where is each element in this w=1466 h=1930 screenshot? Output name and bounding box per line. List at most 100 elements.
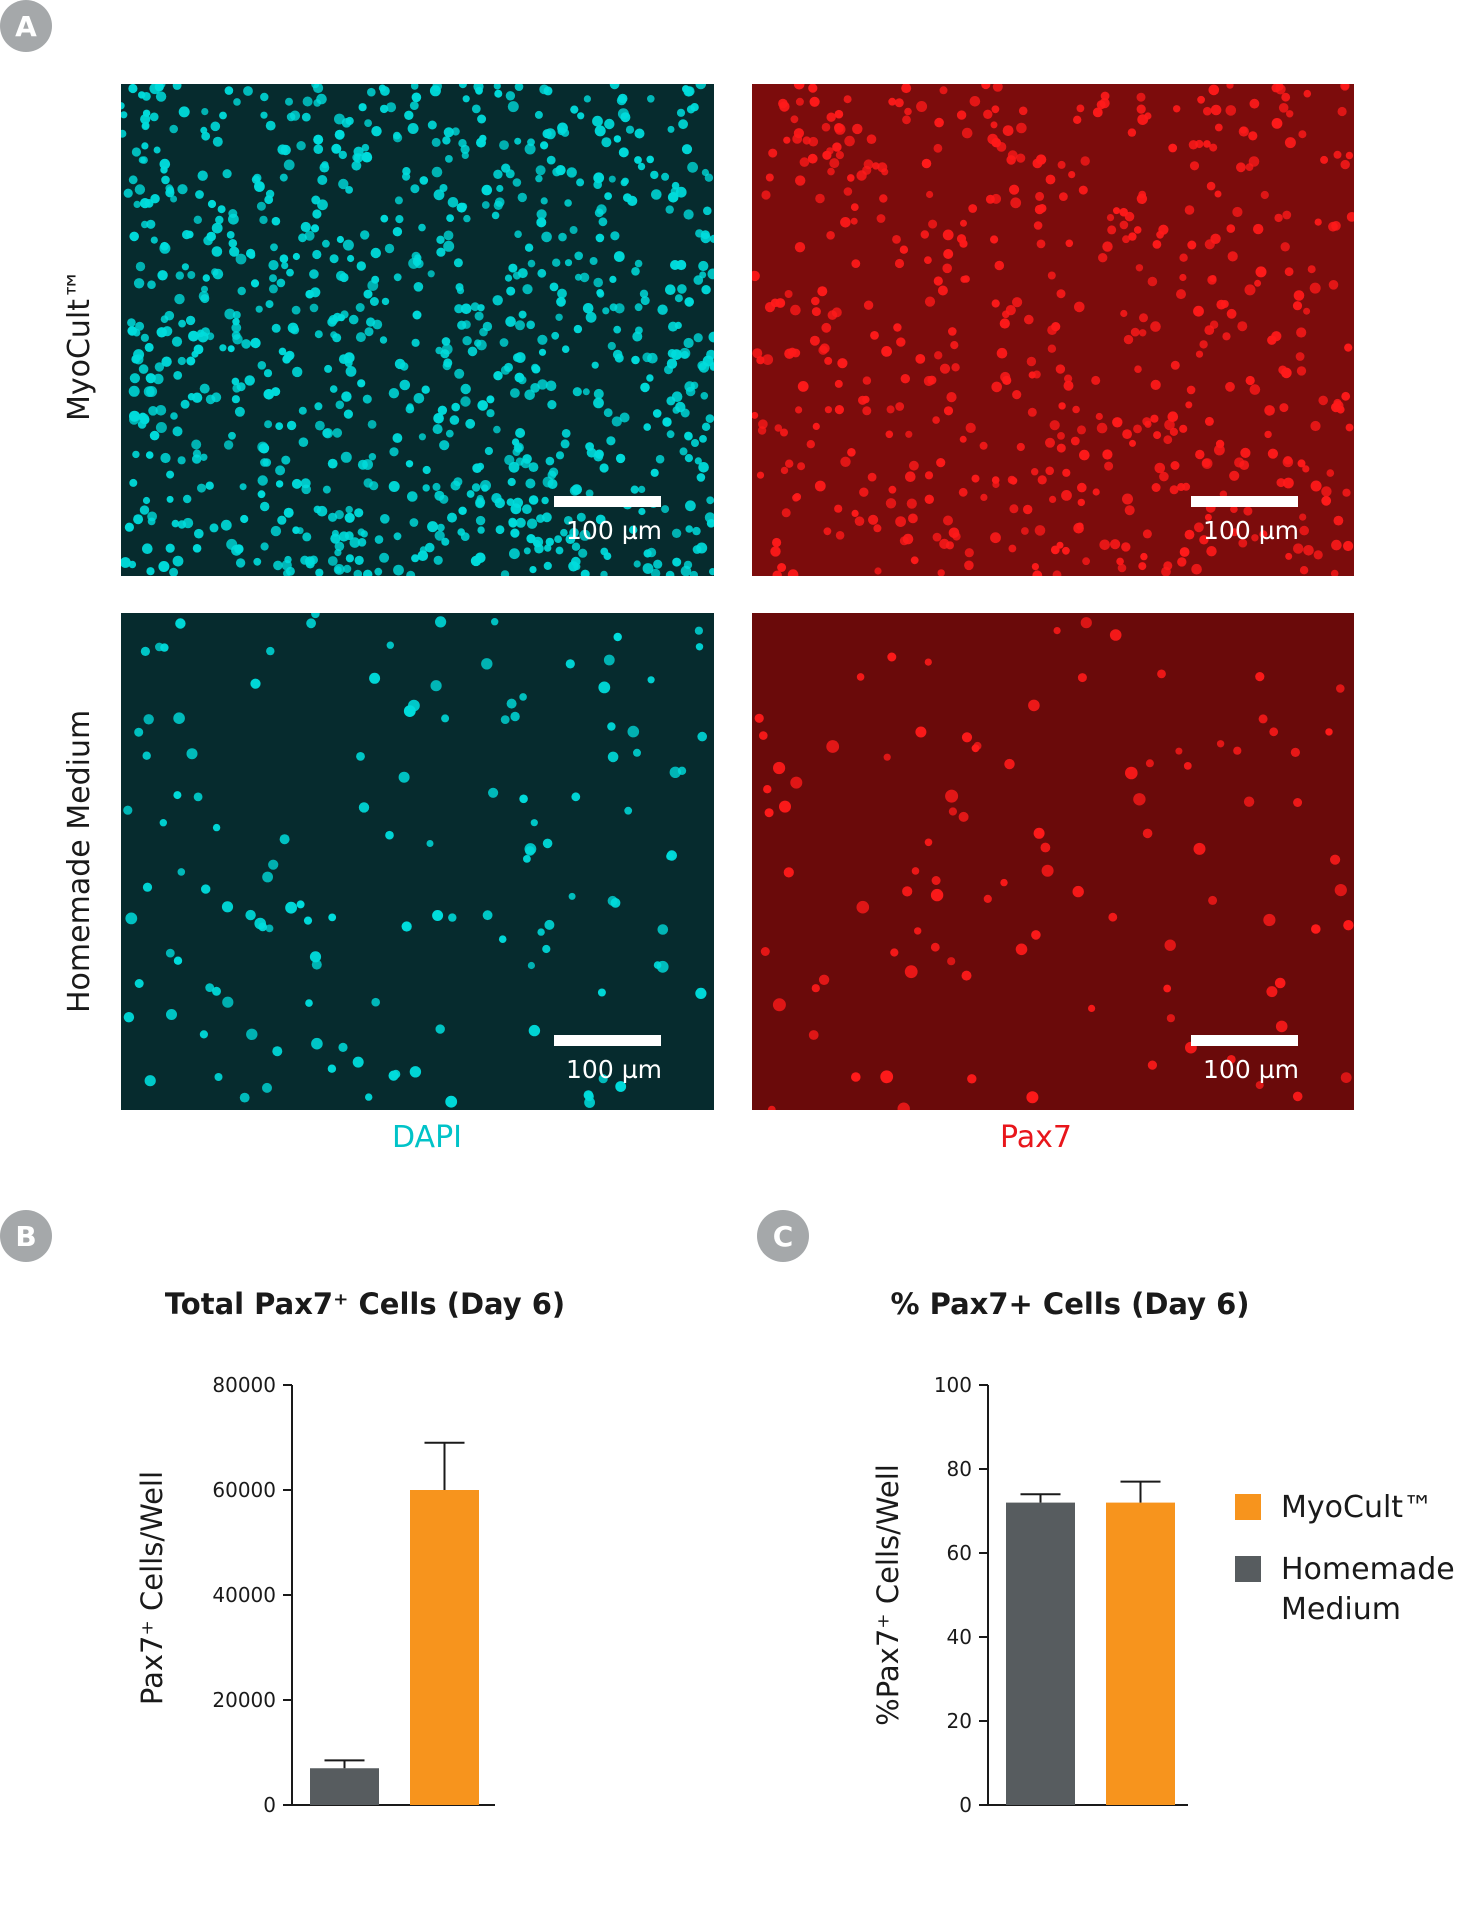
cell-nucleus: [1045, 466, 1054, 476]
cell-nucleus: [467, 346, 478, 357]
cell-nucleus: [186, 748, 198, 760]
cell-nucleus: [510, 528, 520, 538]
cell-nucleus: [1098, 253, 1108, 263]
cell-nucleus: [360, 530, 368, 538]
cell-nucleus: [1334, 884, 1347, 897]
cell-nucleus: [666, 430, 675, 439]
cell-nucleus: [960, 275, 968, 283]
cell-nucleus: [228, 431, 236, 440]
cell-nucleus: [484, 446, 493, 456]
cell-nucleus: [829, 158, 840, 169]
cell-nucleus: [197, 483, 206, 493]
cell-nucleus: [367, 87, 376, 97]
cell-nucleus: [1092, 488, 1100, 496]
cell-nucleus: [219, 344, 227, 352]
cell-nucleus: [1107, 225, 1117, 235]
cell-nucleus: [991, 299, 1000, 308]
cell-nucleus: [542, 512, 552, 523]
cell-nucleus: [275, 422, 284, 430]
cell-nucleus: [1163, 435, 1173, 445]
cell-nucleus: [1343, 920, 1354, 931]
cell-nucleus: [345, 554, 354, 563]
cell-nucleus: [1271, 331, 1282, 342]
cell-nucleus: [1072, 405, 1080, 414]
cell-nucleus: [1080, 617, 1092, 629]
cell-nucleus: [134, 184, 146, 195]
cell-nucleus: [508, 517, 517, 527]
cell-nucleus: [141, 142, 149, 150]
legend-swatch-homemade: [1235, 1556, 1261, 1582]
cell-nucleus: [607, 722, 616, 731]
cell-nucleus: [145, 451, 154, 459]
cell-nucleus: [310, 224, 320, 233]
cell-nucleus: [1151, 483, 1161, 492]
cell-nucleus: [1297, 459, 1306, 468]
cell-nucleus: [317, 175, 328, 185]
cell-nucleus: [886, 405, 895, 414]
cell-nucleus: [1313, 550, 1323, 560]
cell-nucleus: [1045, 437, 1055, 448]
cell-nucleus: [760, 947, 770, 956]
cell-nucleus: [1058, 402, 1066, 410]
cell-nucleus: [451, 127, 460, 136]
cell-nucleus: [540, 197, 548, 205]
cell-nucleus: [1139, 313, 1148, 323]
cell-nucleus: [1117, 563, 1127, 573]
cell-nucleus: [756, 471, 765, 479]
cell-nucleus: [619, 412, 630, 423]
cell-nucleus: [1342, 488, 1351, 497]
cell-nucleus: [255, 305, 263, 313]
cell-nucleus: [380, 86, 390, 96]
cell-nucleus: [476, 494, 484, 503]
cell-nucleus: [1310, 420, 1321, 432]
cell-nucleus: [386, 641, 394, 649]
cell-nucleus: [933, 276, 943, 286]
cell-nucleus: [936, 458, 946, 468]
cell-nucleus: [499, 140, 509, 150]
cell-nucleus: [1059, 192, 1068, 201]
cell-nucleus: [854, 516, 865, 526]
cell-nucleus: [302, 532, 312, 542]
cell-nucleus: [604, 192, 612, 200]
cell-nucleus: [380, 514, 390, 524]
cell-nucleus: [369, 672, 381, 684]
cell-nucleus: [678, 119, 688, 130]
cell-nucleus: [613, 632, 622, 642]
y-tick-label: 20000: [212, 1688, 276, 1712]
cell-nucleus: [1108, 912, 1118, 922]
cell-nucleus: [171, 519, 180, 528]
cell-nucleus: [617, 93, 628, 104]
cell-nucleus: [456, 287, 465, 295]
cell-nucleus: [173, 712, 185, 724]
cell-nucleus: [1280, 242, 1290, 252]
cell-nucleus: [902, 115, 911, 125]
cell-nucleus: [1233, 746, 1242, 755]
cell-nucleus: [1000, 878, 1008, 887]
cell-nucleus: [1051, 322, 1061, 332]
cell-nucleus: [1040, 842, 1051, 853]
cell-nucleus: [406, 570, 416, 576]
cell-nucleus: [1100, 91, 1110, 101]
cell-nucleus: [934, 117, 944, 128]
cell-nucleus: [200, 126, 208, 134]
cell-nucleus: [834, 123, 844, 133]
cell-nucleus: [226, 538, 238, 550]
cell-nucleus: [1269, 727, 1279, 737]
cell-nucleus: [529, 566, 537, 574]
cell-nucleus: [900, 374, 910, 384]
cell-nucleus: [565, 659, 575, 669]
cell-nucleus: [797, 381, 809, 392]
cell-nucleus: [262, 458, 272, 467]
cell-nucleus: [121, 129, 127, 138]
cell-nucleus: [462, 336, 472, 346]
cell-nucleus: [201, 131, 211, 141]
cell-nucleus: [650, 568, 661, 576]
cell-nucleus: [946, 392, 957, 403]
cell-nucleus: [661, 172, 670, 181]
cell-nucleus: [269, 274, 277, 283]
cell-nucleus: [1331, 539, 1342, 551]
scale-bar-label: 100 µm: [566, 1055, 662, 1084]
cell-nucleus: [692, 526, 701, 536]
bar-homemade: [1006, 1502, 1075, 1805]
cell-nucleus: [1078, 185, 1088, 195]
